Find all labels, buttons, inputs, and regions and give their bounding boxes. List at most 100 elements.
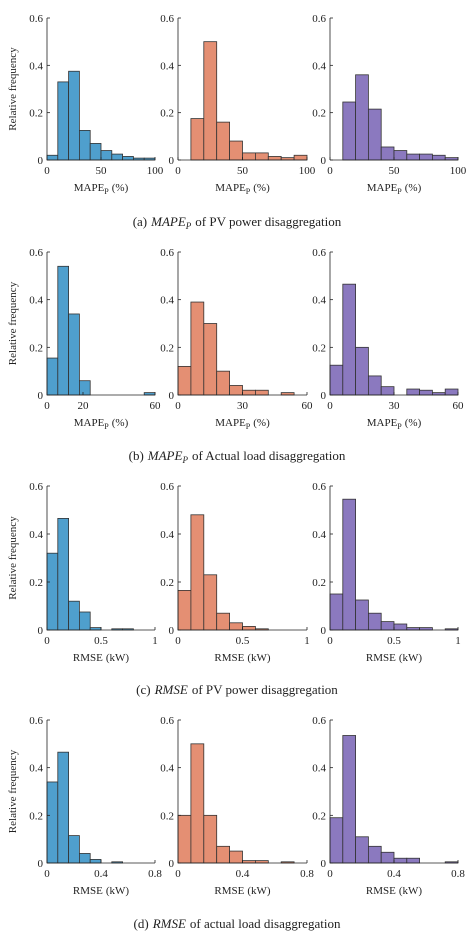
x-tick-label: 0.8 <box>451 868 465 880</box>
caption-label: (d) <box>134 916 149 931</box>
bar <box>46 357 59 396</box>
y-tick-label: 0.6 <box>312 481 326 493</box>
x-tick-label: 50 <box>389 165 401 177</box>
bar <box>89 143 102 161</box>
bar <box>367 845 382 864</box>
bar <box>190 301 205 396</box>
y-tick-label: 0 <box>321 858 327 870</box>
caption-text: of PV power disaggregation <box>195 214 341 229</box>
bar <box>342 498 356 631</box>
bar <box>177 365 192 396</box>
y-tick-label: 0.2 <box>160 577 174 589</box>
x-label-text: RMSE <box>73 652 103 664</box>
y-tick-label: 0.6 <box>29 13 43 25</box>
bar <box>203 41 218 161</box>
x-label-text: MAPE <box>74 417 105 429</box>
x-label-text: MAPE <box>74 182 105 194</box>
x-label-sub: P <box>246 422 251 431</box>
bar <box>329 364 344 396</box>
bar <box>216 121 230 161</box>
y-tick-label: 0 <box>169 858 175 870</box>
bar <box>342 283 356 396</box>
x-label-sub: P <box>104 422 109 431</box>
bar <box>355 599 369 631</box>
y-tick-label: 0 <box>321 390 327 402</box>
bar <box>380 386 395 396</box>
y-tick-label: 0.6 <box>312 715 326 727</box>
x-tick-label: 0.5 <box>236 635 250 647</box>
x-axis-label: RMSE (kW) <box>366 652 423 664</box>
caption-label: (a) <box>133 214 147 229</box>
bar <box>242 626 256 631</box>
x-axis-label: MAPEP (%) <box>215 182 270 196</box>
bar <box>111 153 124 161</box>
x-label-text: RMSE <box>214 652 244 664</box>
bar <box>122 156 134 161</box>
y-tick-label: 0.6 <box>160 13 174 25</box>
y-tick-label: 0 <box>169 390 175 402</box>
x-tick-label: 30 <box>237 400 249 412</box>
x-label-text: RMSE <box>214 885 244 897</box>
y-axis-label: Relative frequency <box>7 281 19 365</box>
caption: (d) RMSE of actual load disaggregation <box>134 916 341 931</box>
x-tick-label: 0 <box>44 635 50 647</box>
bar <box>203 574 218 631</box>
bar <box>444 388 459 396</box>
bar <box>367 108 382 161</box>
y-tick-label: 0.2 <box>312 577 326 589</box>
x-label-unit: (kW) <box>399 652 423 664</box>
y-tick-label: 0.6 <box>160 247 174 259</box>
x-label-unit: (kW) <box>106 652 130 664</box>
x-label-unit: (%) <box>405 182 422 194</box>
x-label-unit: (kW) <box>247 652 271 664</box>
bar <box>203 814 218 864</box>
x-axis-label: RMSE (kW) <box>366 885 423 897</box>
x-tick-label: 50 <box>96 165 108 177</box>
bar <box>216 845 230 864</box>
bar <box>254 389 269 396</box>
bar <box>177 814 192 864</box>
y-tick-label: 0 <box>321 155 327 167</box>
bar <box>329 593 344 631</box>
bar <box>355 74 369 161</box>
x-label-unit: (kW) <box>399 885 423 897</box>
bar <box>254 152 269 161</box>
x-tick-label: 50 <box>237 165 249 177</box>
x-tick-label: 100 <box>299 165 316 177</box>
x-axis-label: RMSE (kW) <box>73 885 130 897</box>
x-tick-label: 0 <box>175 400 181 412</box>
y-axis-label: Relative frequency <box>7 749 19 833</box>
y-tick-label: 0.2 <box>160 108 174 120</box>
x-tick-label: 0.5 <box>94 635 108 647</box>
bar <box>229 140 243 161</box>
y-tick-label: 0.4 <box>312 295 326 307</box>
x-label-sub: P <box>397 187 402 196</box>
x-tick-label: 0 <box>175 868 181 880</box>
bar <box>242 152 256 161</box>
x-label-sub: P <box>246 187 251 196</box>
y-tick-label: 0 <box>38 155 44 167</box>
x-label-unit: (%) <box>253 182 270 194</box>
caption-metric: MAPE <box>150 214 186 229</box>
y-tick-label: 0.2 <box>160 342 174 354</box>
bar <box>216 612 230 631</box>
caption-metric: MAPE <box>147 448 183 463</box>
x-axis-label: MAPEP (%) <box>367 417 422 431</box>
bar <box>419 389 433 396</box>
bar <box>406 153 420 161</box>
x-label-text: RMSE <box>73 885 103 897</box>
y-tick-label: 0.4 <box>29 763 43 775</box>
x-label-text: RMSE <box>366 652 396 664</box>
caption-sub: P <box>181 455 188 465</box>
x-label-text: MAPE <box>215 182 246 194</box>
x-tick-label: 60 <box>302 400 314 412</box>
y-tick-label: 0.2 <box>312 342 326 354</box>
y-tick-label: 0.4 <box>312 60 326 72</box>
x-tick-label: 0 <box>327 868 333 880</box>
y-tick-label: 0.4 <box>160 295 174 307</box>
y-tick-label: 0.4 <box>160 529 174 541</box>
bar <box>380 146 395 161</box>
x-tick-label: 0.5 <box>387 635 401 647</box>
x-tick-label: 60 <box>453 400 465 412</box>
